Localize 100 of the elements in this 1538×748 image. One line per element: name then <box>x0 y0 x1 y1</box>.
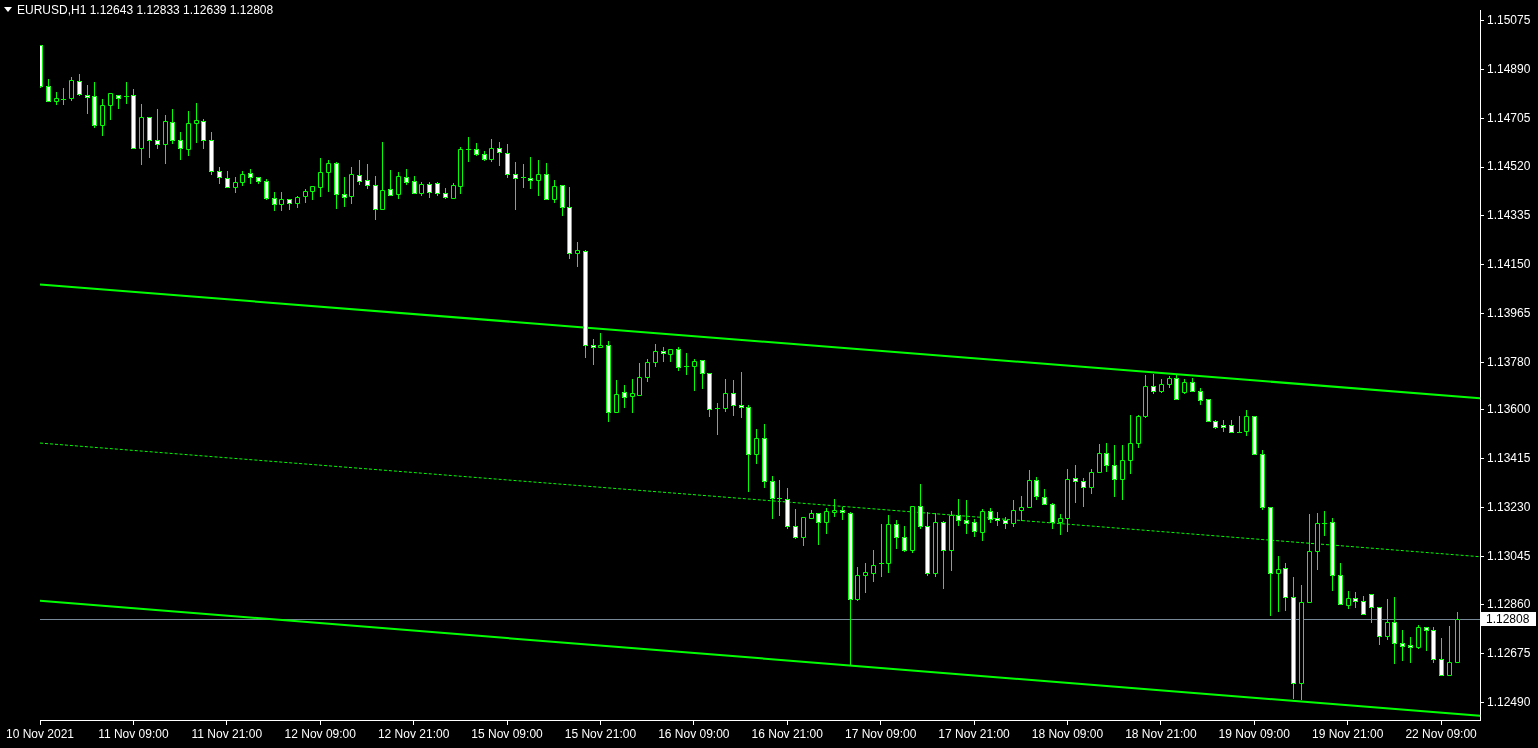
candlestick <box>342 176 347 208</box>
candlestick <box>1447 625 1452 676</box>
candlestick <box>178 131 183 161</box>
candlestick <box>365 163 370 190</box>
candlestick <box>451 182 456 199</box>
candlestick <box>809 509 814 519</box>
x-tick-label: 18 Nov 09:00 <box>1031 726 1104 741</box>
candlestick <box>201 118 206 150</box>
candlestick <box>1276 555 1281 613</box>
x-tick-label: 11 Nov 09:00 <box>98 726 169 741</box>
candlestick <box>92 81 97 129</box>
candlestick <box>964 499 969 535</box>
candlestick <box>941 522 946 590</box>
candlestick <box>1346 590 1351 610</box>
y-tick-label: 1.13045 <box>1487 548 1531 563</box>
candlestick <box>731 379 736 417</box>
candlestick <box>1143 374 1148 419</box>
candlestick <box>700 360 705 390</box>
x-tick-label: 17 Nov 09:00 <box>844 726 917 741</box>
y-tick-label: 1.15075 <box>1487 13 1531 28</box>
candlestick <box>824 507 829 535</box>
candlestick <box>54 91 59 106</box>
candlestick <box>1244 409 1249 437</box>
candlestick <box>528 156 533 190</box>
candlestick <box>1027 469 1032 508</box>
candlestick <box>1089 468 1094 495</box>
x-tick-label: 22 Nov 09:00 <box>1405 726 1478 741</box>
candlestick <box>956 498 961 527</box>
candlestick <box>1120 444 1125 501</box>
candlestick <box>108 93 113 121</box>
candlestick <box>653 343 658 368</box>
candlestick <box>170 108 175 145</box>
candlestick <box>194 102 199 144</box>
candlestick <box>513 161 518 211</box>
y-tick-label: 1.14150 <box>1487 257 1531 272</box>
candlestick <box>840 506 845 521</box>
candlestick <box>489 138 494 163</box>
candlestick <box>209 131 214 176</box>
x-tick-label: 17 Nov 21:00 <box>938 726 1011 741</box>
candlestick <box>147 117 152 159</box>
candlestick <box>1073 464 1078 504</box>
candlestick <box>894 519 899 550</box>
y-tick-label: 1.12490 <box>1487 694 1531 709</box>
y-tick-label: 1.12860 <box>1487 597 1531 612</box>
candlestick <box>832 498 837 518</box>
candlestick <box>1424 627 1429 652</box>
candlestick <box>1065 468 1070 533</box>
y-tick-label: 1.13965 <box>1487 305 1531 320</box>
chart-title: EURUSD,H1 1.12643 1.12833 1.12639 1.12808 <box>17 3 274 17</box>
candlestick <box>116 95 121 110</box>
candlestick <box>357 159 362 186</box>
candlestick <box>1353 591 1358 609</box>
candlestick <box>233 176 238 194</box>
candlestick <box>1058 513 1063 536</box>
candlestick <box>155 108 160 150</box>
candlestick <box>1338 562 1343 605</box>
candlestick <box>622 384 627 409</box>
candlestick <box>871 549 876 583</box>
candlestick <box>692 358 697 392</box>
ref-line-label: 1.12808 <box>1486 611 1530 626</box>
candlestick <box>776 479 783 517</box>
candlestick <box>131 88 136 149</box>
candlestick <box>855 566 860 602</box>
candlestick <box>465 136 472 163</box>
x-tick-label: 15 Nov 21:00 <box>564 726 637 741</box>
candlestick <box>373 175 378 221</box>
candlestick <box>714 402 721 436</box>
candlestick <box>139 103 144 166</box>
candlestick <box>816 513 821 546</box>
candlestick <box>878 523 885 578</box>
candlestick <box>380 141 385 210</box>
candlestick <box>1252 416 1257 455</box>
candlestick <box>1369 594 1374 624</box>
candlestick <box>318 157 323 198</box>
candlestick <box>567 186 572 260</box>
candlestick <box>1221 419 1226 433</box>
candlestick <box>544 162 549 200</box>
candlestick <box>598 332 603 348</box>
y-tick-label: 1.13230 <box>1487 499 1531 514</box>
y-tick-label: 1.14335 <box>1487 208 1531 223</box>
candlestick <box>520 163 527 189</box>
candlestick <box>1385 598 1390 641</box>
candlestick <box>85 84 90 115</box>
candlestick <box>746 404 751 493</box>
candlestick <box>1321 510 1328 537</box>
candlestick <box>785 487 790 530</box>
candlestick <box>637 362 642 396</box>
y-tick-label: 1.12675 <box>1487 646 1531 661</box>
candlestick <box>1128 414 1133 475</box>
candlestick <box>60 87 67 106</box>
candlestick <box>536 159 541 197</box>
x-tick-label: 11 Nov 21:00 <box>191 726 263 741</box>
candlestick <box>995 511 1000 527</box>
candlestick <box>1042 488 1047 505</box>
candlestick <box>123 81 130 105</box>
candlestick <box>614 379 619 413</box>
candlestick <box>497 141 502 167</box>
candlestick <box>1392 596 1397 665</box>
candlestick <box>1019 495 1024 522</box>
candlestick <box>770 475 775 520</box>
